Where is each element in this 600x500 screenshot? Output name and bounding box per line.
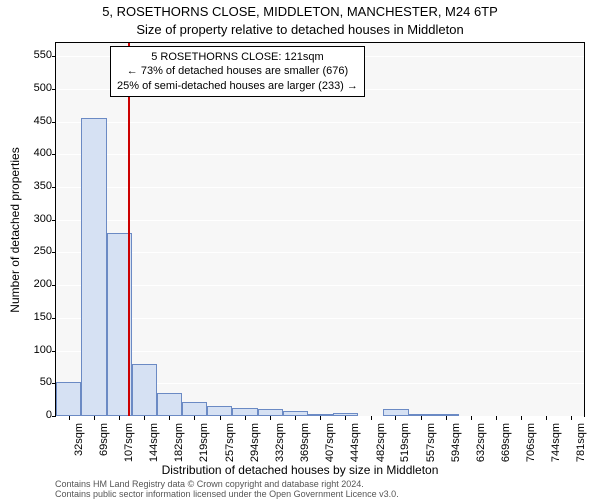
footer-line-2: Contains public sector information licen… (55, 490, 399, 500)
x-tick-label: 594sqm (450, 423, 462, 473)
y-tick-label: 550 (12, 50, 52, 61)
x-tick-label: 32sqm (73, 423, 85, 473)
y-tick-label: 200 (12, 279, 52, 290)
y-tick-label: 0 (12, 410, 52, 421)
x-tickmark (471, 416, 472, 420)
x-tick-label: 107sqm (123, 423, 135, 473)
y-tick-label: 500 (12, 83, 52, 94)
x-tickmark (270, 416, 271, 420)
title-line-1: 5, ROSETHORNS CLOSE, MIDDLETON, MANCHEST… (0, 4, 600, 19)
x-tickmark (345, 416, 346, 420)
marker-line (128, 43, 130, 416)
y-tick-label: 250 (12, 246, 52, 257)
x-tickmark (169, 416, 170, 420)
y-tick-label: 450 (12, 116, 52, 127)
x-tick-label: 332sqm (274, 423, 286, 473)
gridline (56, 351, 584, 352)
y-tickmark (52, 56, 56, 57)
x-tickmark (69, 416, 70, 420)
gridline (56, 220, 584, 221)
histogram-bar (132, 364, 157, 416)
x-tickmark (194, 416, 195, 420)
x-tick-label: 482sqm (375, 423, 387, 473)
y-tick-label: 150 (12, 312, 52, 323)
histogram-bar (56, 382, 81, 416)
gridline (56, 187, 584, 188)
x-tick-label: 182sqm (173, 423, 185, 473)
y-tickmark (52, 154, 56, 155)
y-tickmark (52, 351, 56, 352)
y-tick-label: 400 (12, 148, 52, 159)
x-tickmark (521, 416, 522, 420)
gridline (56, 122, 584, 123)
x-tick-label: 407sqm (324, 423, 336, 473)
x-tickmark (546, 416, 547, 420)
x-tickmark (119, 416, 120, 420)
y-tick-label: 350 (12, 181, 52, 192)
y-tick-label: 300 (12, 214, 52, 225)
x-tick-label: 632sqm (475, 423, 487, 473)
y-tickmark (52, 89, 56, 90)
histogram-bar (81, 118, 106, 416)
x-tickmark (571, 416, 572, 420)
y-tickmark (52, 187, 56, 188)
histogram-bar (157, 393, 182, 416)
x-tickmark (245, 416, 246, 420)
gridline (56, 252, 584, 253)
annotation-line-2: ← 73% of detached houses are smaller (67… (117, 64, 358, 78)
x-tick-label: 744sqm (550, 423, 562, 473)
y-tickmark (52, 318, 56, 319)
y-tickmark (52, 220, 56, 221)
x-tick-label: 369sqm (299, 423, 311, 473)
gridline (56, 154, 584, 155)
x-tickmark (144, 416, 145, 420)
y-tick-label: 50 (12, 377, 52, 388)
histogram-bar (232, 408, 257, 416)
plot-area (55, 42, 585, 417)
x-tick-label: 294sqm (249, 423, 261, 473)
histogram-bar (182, 402, 207, 416)
x-tickmark (220, 416, 221, 420)
x-tick-label: 257sqm (224, 423, 236, 473)
gridline (56, 285, 584, 286)
x-tick-label: 69sqm (98, 423, 110, 473)
x-tick-label: 219sqm (198, 423, 210, 473)
x-tickmark (320, 416, 321, 420)
x-tickmark (295, 416, 296, 420)
x-tick-label: 706sqm (525, 423, 537, 473)
annotation-line-1: 5 ROSETHORNS CLOSE: 121sqm (117, 50, 358, 64)
x-tick-label: 519sqm (399, 423, 411, 473)
x-tick-label: 557sqm (425, 423, 437, 473)
y-tick-label: 100 (12, 345, 52, 356)
title-line-2: Size of property relative to detached ho… (0, 22, 600, 37)
x-tickmark (395, 416, 396, 420)
annotation-box: 5 ROSETHORNS CLOSE: 121sqm ← 73% of deta… (110, 46, 365, 97)
x-tickmark (421, 416, 422, 420)
y-tickmark (52, 416, 56, 417)
x-tick-label: 781sqm (575, 423, 587, 473)
footer-text: Contains HM Land Registry data © Crown c… (55, 480, 399, 500)
annotation-line-3: 25% of semi-detached houses are larger (… (117, 79, 358, 93)
histogram-bar (207, 406, 232, 416)
y-tickmark (52, 122, 56, 123)
x-tick-label: 444sqm (349, 423, 361, 473)
x-tick-label: 669sqm (500, 423, 512, 473)
x-tickmark (94, 416, 95, 420)
x-tickmark (496, 416, 497, 420)
y-tickmark (52, 285, 56, 286)
x-tick-label: 144sqm (148, 423, 160, 473)
gridline (56, 318, 584, 319)
x-tickmark (446, 416, 447, 420)
y-tickmark (52, 252, 56, 253)
x-tickmark (371, 416, 372, 420)
